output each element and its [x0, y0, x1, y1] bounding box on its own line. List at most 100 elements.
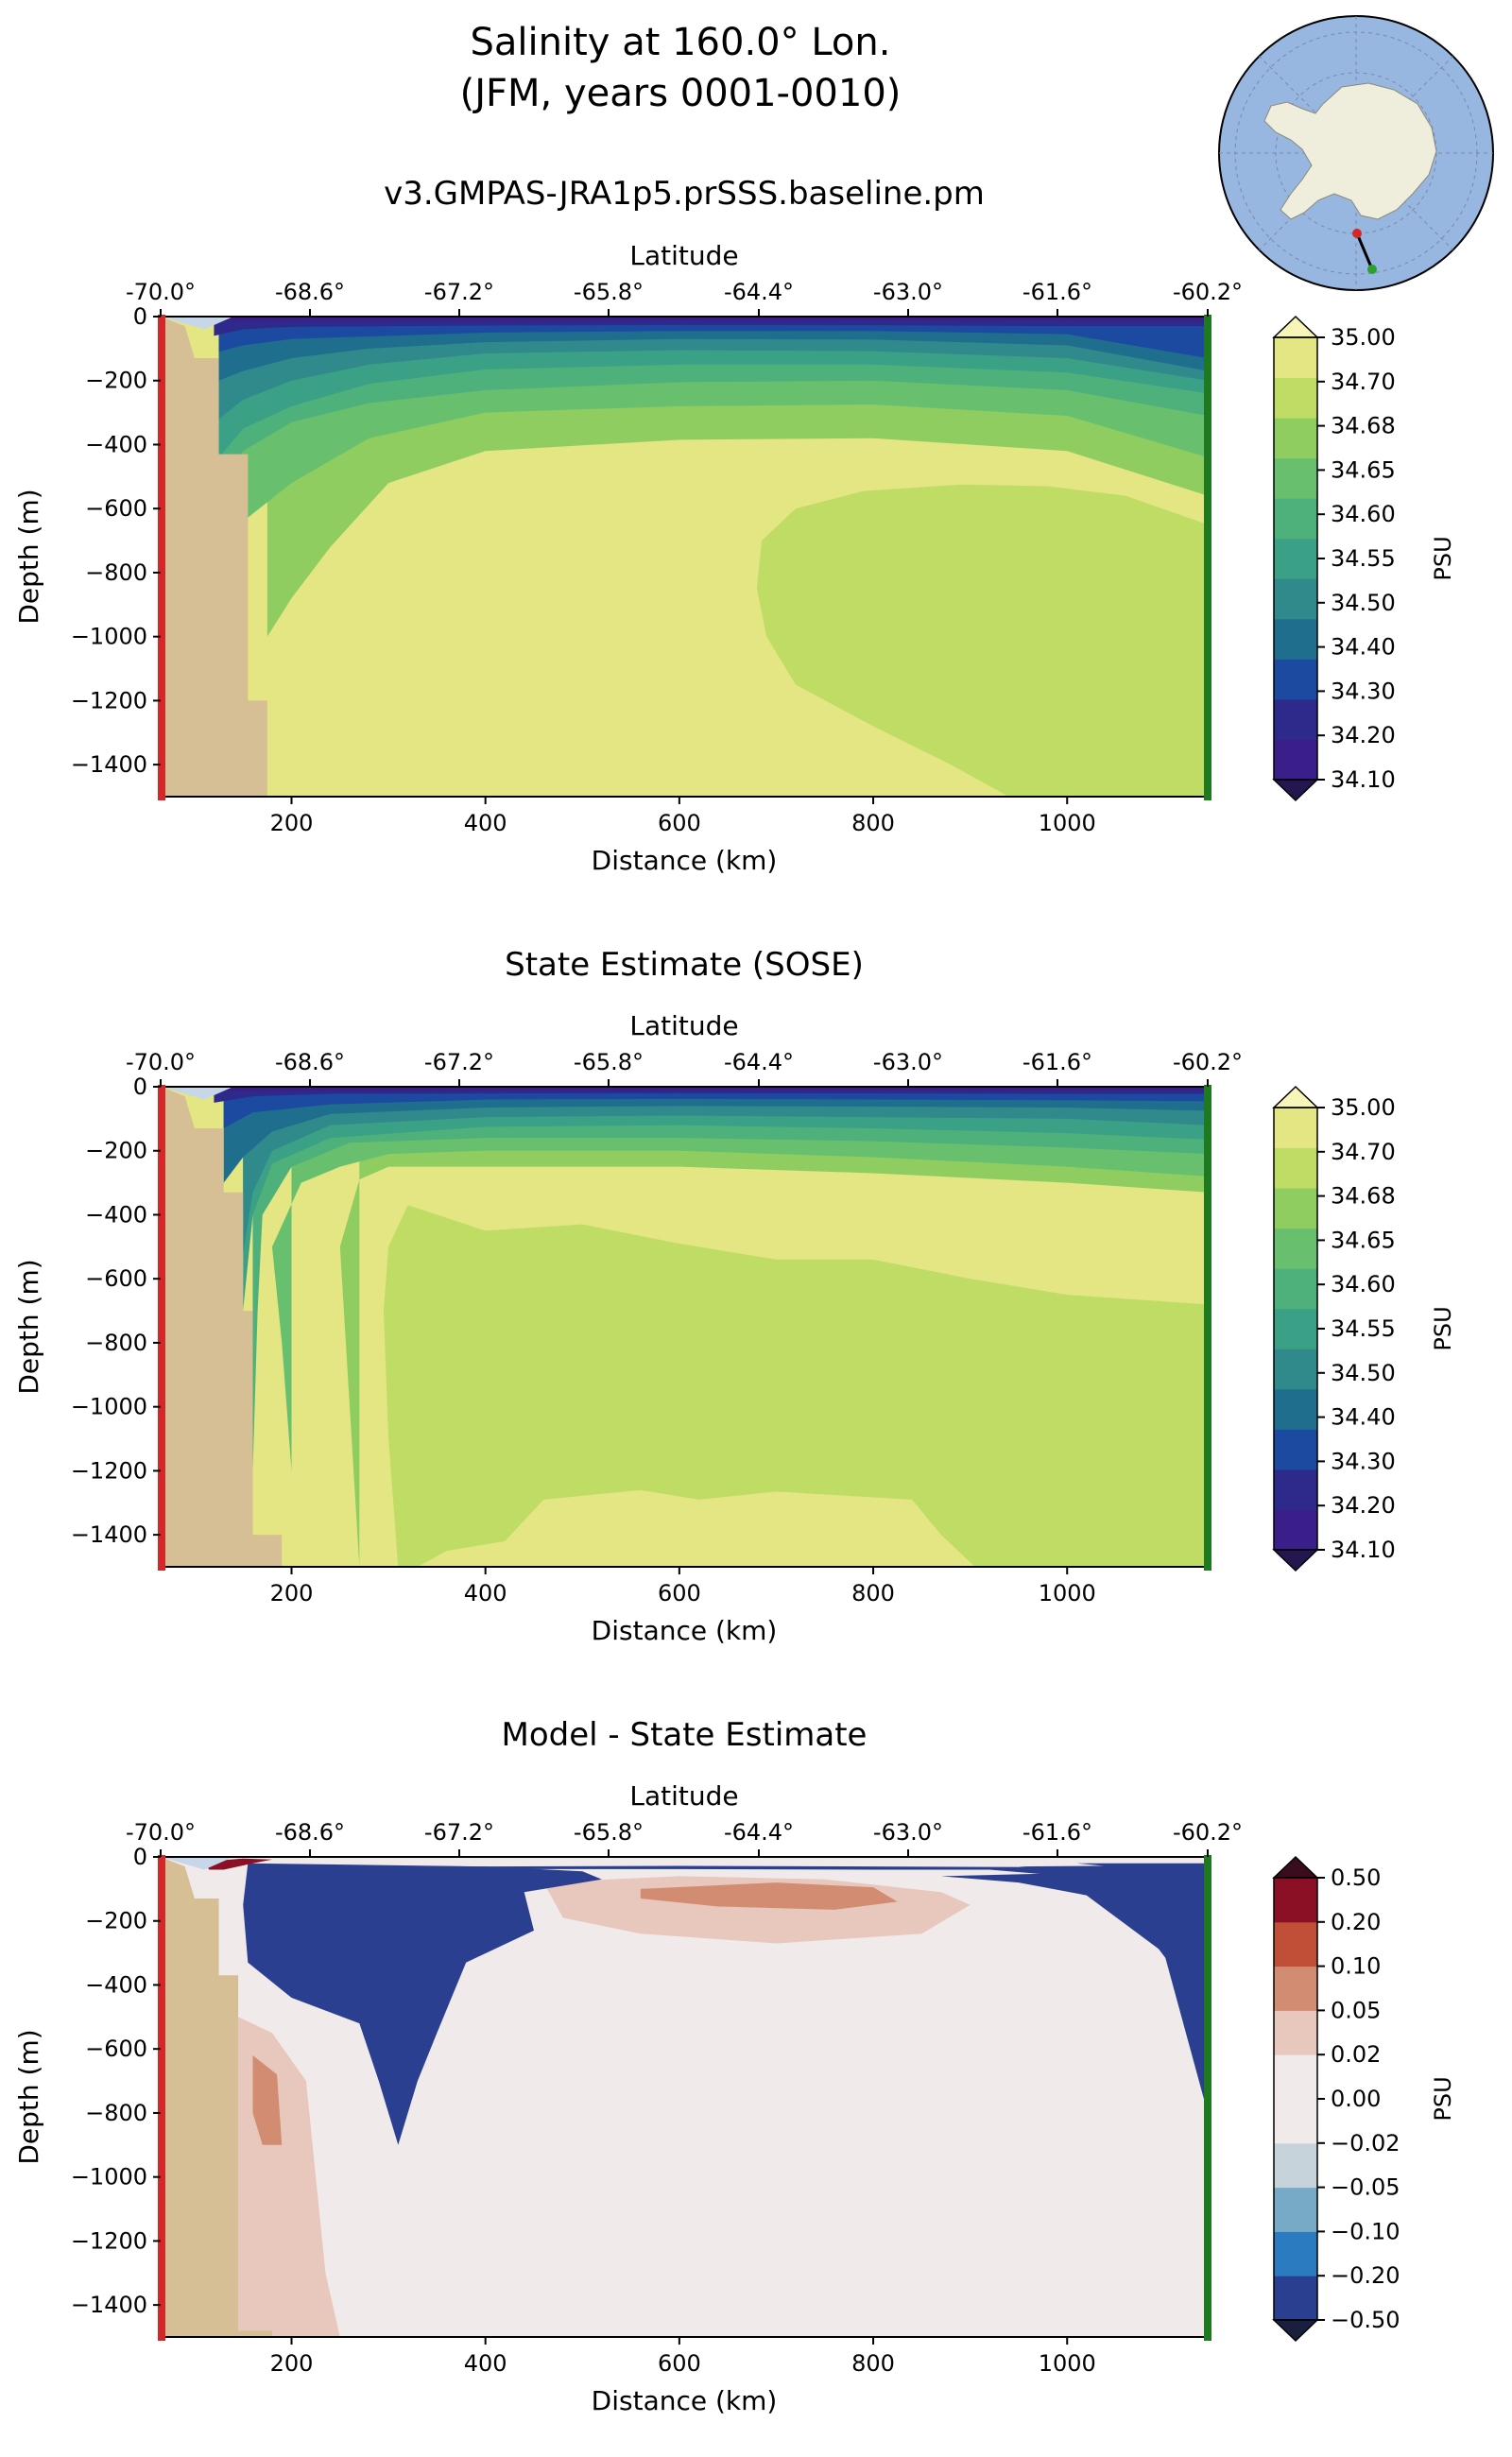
y-tick-label: 0: [133, 1074, 147, 1100]
colorbar-swatch: [1274, 739, 1317, 781]
y-tick-label: −800: [85, 2100, 147, 2126]
colorbar-tick-label: −0.10: [1331, 2218, 1400, 2244]
colorbar-tick-label: 34.68: [1331, 413, 1396, 439]
y-tick-label: −1400: [71, 2292, 147, 2318]
colorbar-tick-label: 34.70: [1331, 369, 1396, 395]
y-tick-label: −400: [85, 1201, 147, 1228]
colorbar-tick-label: 0.02: [1331, 2041, 1381, 2068]
y-tick-label: −600: [85, 2036, 147, 2062]
colorbar-tick-label: 34.50: [1331, 590, 1396, 616]
lat-tick-label: -63.0°: [873, 279, 943, 305]
colorbar-swatch: [1274, 578, 1317, 620]
x-tick-label: 800: [851, 810, 895, 836]
ice-shelf-gap: [161, 1857, 233, 1870]
figure-title-line2: (JFM, years 0001-0010): [460, 72, 902, 115]
colorbar-swatch: [1274, 1921, 1317, 1967]
x-tick-label: 1000: [1039, 810, 1096, 836]
colorbar-swatch: [1274, 2010, 1317, 2055]
contour-band-3470: [383, 1205, 1208, 1567]
colorbar-tick-label: 0.00: [1331, 2086, 1381, 2112]
lat-tick-label: -65.8°: [574, 1049, 644, 1075]
colorbar-extend-max: [1272, 1855, 1319, 1879]
y-tick-label: −1200: [71, 1457, 147, 1484]
lat-tick-label: -60.2°: [1173, 1049, 1243, 1075]
colorbar-swatch: [1274, 618, 1317, 660]
colorbar-tick-label: 0.10: [1331, 1953, 1381, 1980]
contour-band-3430: [218, 317, 1208, 359]
x-tick-label: 200: [270, 1580, 314, 1606]
x-tick-label: 1000: [1039, 1580, 1096, 1606]
colorbar-tick-label: −0.05: [1331, 2174, 1400, 2201]
y-tick-label: −1400: [71, 1521, 147, 1548]
colorbar-tick-label: 34.20: [1331, 1492, 1396, 1519]
contour-band-020: [1076, 1863, 1208, 1941]
x-tick-label: 400: [464, 810, 507, 836]
colorbar-tick-label: 34.60: [1331, 1271, 1396, 1297]
y-tick-label: −1400: [71, 751, 147, 778]
lat-tick-label: -70.0°: [126, 1819, 196, 1846]
lat-tick-label: -64.4°: [724, 279, 794, 305]
x-tick-label: 600: [658, 1580, 701, 1606]
colorbar-tick-label: 34.20: [1331, 722, 1396, 748]
panel-title: State Estimate (SOSE): [505, 946, 864, 984]
surface-layer: [194, 317, 1208, 321]
panel-1: v3.GMPAS-JRA1p5.prSSS.baseline.pm 200 400 6…: [13, 175, 1456, 876]
y-tick-label: −200: [85, 1138, 147, 1164]
y-tick-label: 0: [133, 303, 147, 330]
y-tick-label: −800: [85, 559, 147, 586]
colorbar-swatch: [1274, 498, 1317, 540]
x-tick-label: 800: [851, 1580, 895, 1606]
transect-start-bar: [158, 1855, 165, 2341]
colorbar: 34.10 34.20 34.30 34.40 34.50 34.55 34.60 34.65…: [1272, 315, 1456, 802]
antarctica-landmass: [1263, 82, 1437, 220]
contour-band-3468: [266, 317, 1208, 797]
colorbar-swatch: [1274, 1188, 1317, 1229]
colorbar: 34.10 34.20 34.30 34.40 34.50 34.55 34.60 34.65…: [1272, 1085, 1456, 1572]
colorbar-swatch: [1274, 1388, 1317, 1430]
contour-field: [161, 1087, 1208, 1567]
bathymetry-terrain: [161, 1087, 283, 1567]
lat-tick-label: -67.2°: [424, 1049, 494, 1075]
contour-band-002: [940, 1869, 1208, 2113]
colorbar-tick-label: 34.70: [1331, 1139, 1396, 1165]
colorbar-tick-label: −0.02: [1331, 2130, 1400, 2156]
lat-tick-label: -67.2°: [424, 1819, 494, 1846]
colorbar: −0.50 −0.20 −0.10 −0.05 −0.02 0.00 0.02 0.05 0.1…: [1272, 1855, 1456, 2343]
colorbar-tick-label: 34.55: [1331, 545, 1396, 572]
x-tick-label: 1000: [1039, 2350, 1096, 2377]
x-tick-label: 600: [658, 810, 701, 836]
colorbar-swatch: [1274, 1509, 1317, 1551]
y-axis-label: Depth (m): [13, 2029, 44, 2164]
contour-band-3430: [223, 1087, 1208, 1129]
contour-band-005: [640, 1882, 898, 1910]
colorbar-tick-label: 0.50: [1331, 1864, 1381, 1891]
colorbar-extend-min: [1272, 2319, 1319, 2343]
colorbar-tick-label: −0.50: [1331, 2307, 1400, 2333]
y-tick-label: −1200: [71, 2227, 147, 2254]
colorbar-swatch: [1274, 1108, 1317, 1149]
y-tick-label: −1000: [71, 2164, 147, 2191]
lat-tick-label: -67.2°: [424, 279, 494, 305]
inset-polar-map: [1218, 15, 1494, 291]
colorbar-tick-label: 34.30: [1331, 1448, 1396, 1474]
bathymetry-terrain: [161, 1857, 272, 2337]
colorbar-tick-label: 0.05: [1331, 1997, 1381, 2023]
colorbar-tick-label: 34.60: [1331, 501, 1396, 527]
transect-end-bar: [1204, 1855, 1211, 2341]
transect-end-marker: [1367, 265, 1377, 274]
colorbar-extend-max: [1272, 315, 1319, 338]
colorbar-swatch: [1274, 659, 1317, 700]
figure-title-line1: Salinity at 160.0° Lon.: [471, 21, 891, 64]
colorbar-tick-label: 0.20: [1331, 1909, 1381, 1935]
colorbar-tick-label: 34.65: [1331, 456, 1396, 483]
transect-start-bar: [158, 315, 165, 800]
colorbar-tick-label: −0.20: [1331, 2262, 1400, 2289]
lat-tick-label: -70.0°: [126, 279, 196, 305]
transect-start-bar: [158, 1085, 165, 1571]
y-axis-label: Depth (m): [13, 489, 44, 624]
ice-shelf-gap: [161, 317, 233, 330]
y-tick-label: −1000: [71, 624, 147, 650]
lat-tick-label: -61.6°: [1022, 1049, 1092, 1075]
panel-3: Model - State Estimate 200 400 600 800 1000 Di…: [13, 1716, 1456, 2416]
